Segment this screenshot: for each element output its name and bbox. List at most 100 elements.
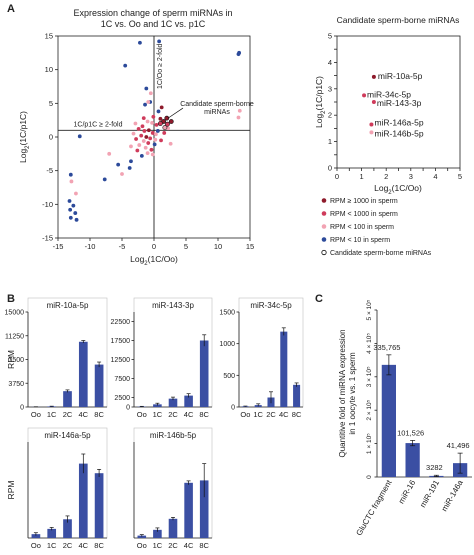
bar-mir143-x-tick-label: 4C [184, 410, 194, 419]
legend-label: RPM < 1000 in sperm [330, 211, 398, 218]
bar-mir146a-x-tick-label: 1C [47, 541, 57, 550]
legend-marker [321, 224, 327, 229]
bar-mir10a-bar [63, 391, 72, 407]
bar-mir146b-bar [199, 480, 209, 538]
bar-mir34c-bar [280, 331, 288, 407]
inset-x-tick-label: 3 [409, 172, 413, 181]
scatter-point [146, 128, 151, 133]
bar-mir10a-bar [94, 364, 104, 407]
panel-c-value-label: 3282 [426, 463, 443, 472]
scatter-point [120, 172, 124, 176]
bar-mir34c-x-tick-label: 1C [253, 410, 263, 419]
scatter-point [237, 108, 242, 113]
scatter-point [142, 129, 147, 133]
legend-label: RPM < 10 in sperm [330, 237, 390, 244]
scatter-point [168, 141, 173, 146]
panel-c-value-label: 41,496 [447, 441, 470, 450]
bar-mir143-bar [153, 404, 162, 407]
scatter-point [133, 121, 138, 126]
bar-mir10a-y-tick-label: 11250 [5, 333, 24, 340]
scatter-point [129, 159, 133, 164]
bar-mir143-bar [184, 395, 193, 407]
bar-mir10a-bar [78, 341, 88, 407]
panel-label-a: A [7, 3, 15, 15]
bar-mir10a-y-tick-label: 15000 [5, 310, 25, 317]
scatter-point [134, 137, 138, 141]
bar-mir34c-x-tick-label: 2C [266, 410, 276, 419]
scatter-point [141, 139, 146, 143]
scatter-point [149, 147, 154, 152]
scatter-point [73, 211, 78, 215]
y-tick-label: 10 [45, 65, 53, 74]
scatter-point [140, 124, 145, 129]
bar-mir146b-x-tick-label: 1C [153, 541, 163, 550]
scatter-point [151, 114, 156, 119]
scatter-point [71, 203, 76, 208]
candidate-point [165, 121, 170, 127]
y-tick-label: -5 [46, 166, 53, 175]
inset-point [369, 122, 374, 127]
bar-mir146b-title: miR-146b-5p [150, 431, 197, 440]
panel-c-x-tick-label: miR-146a [440, 478, 465, 513]
scatter-point [74, 217, 79, 222]
inset-y-tick-label: 4 [328, 58, 332, 67]
bar-mir146a-bar [94, 473, 104, 538]
annotation-oo-fold: 1C/Oo ≥ 2-fold [157, 43, 164, 89]
bar-mir146b-bar [153, 529, 162, 538]
scatter-point [148, 136, 153, 141]
inset-x-tick-label: 2 [384, 172, 388, 181]
scatter-point [68, 172, 73, 177]
panel-c-y-tick-label: 1 × 10⁵ [366, 433, 373, 454]
scatter-point [159, 138, 163, 143]
inset-point-label: miR-34c-5p [367, 89, 411, 99]
scatter-point [137, 143, 142, 147]
x-tick-label: 0 [152, 242, 156, 251]
bar-mir146b-bar [184, 482, 193, 538]
bar-mir143-y-tick-label: 12500 [111, 357, 131, 364]
annotation-p1c-fold: 1C/p1C ≥ 2-fold [74, 121, 123, 128]
candidate-point [162, 125, 168, 130]
scatter-point [153, 137, 158, 142]
scatter-point [139, 153, 144, 158]
panel-c-value-label: 101,526 [397, 428, 424, 437]
annotation-arrow [167, 107, 184, 119]
legend-marker [321, 237, 327, 242]
panel-c-bar [405, 443, 420, 477]
scatter-point [131, 131, 136, 136]
bar-mir34c-x-tick-label: Oo [240, 410, 250, 419]
scatter-point [68, 207, 73, 212]
scatter-point [156, 109, 161, 114]
bar-mir146b-x-tick-label: 4C [184, 541, 194, 550]
bar-mir143-y-tick-label: 7500 [114, 376, 130, 383]
bar-mir146a-x-tick-label: 4C [79, 541, 89, 550]
scatter-point [236, 115, 241, 120]
scatter-point [154, 132, 158, 137]
inset-y-tick-label: 0 [328, 164, 332, 173]
candidate-point [168, 119, 174, 124]
scatter-point [158, 116, 163, 121]
legend-marker [321, 198, 327, 203]
bar-mir146a-y-axis-label: RPM [6, 481, 16, 500]
bar-mir34c-bar [293, 384, 301, 407]
inset-point-label: miR-143-3p [377, 98, 422, 108]
bar-mir34c-x-tick-label: 4C [279, 410, 289, 419]
panel-c-y-tick-label: 2 × 10⁵ [366, 399, 373, 420]
scatter-point [146, 141, 151, 145]
scatter-point [150, 120, 154, 125]
scatter-x-axis-label: Log2(1C/Oo) [130, 254, 178, 267]
bar-mir34c-x-tick-label: 8C [292, 410, 302, 419]
bar-mir143-bar [168, 398, 178, 407]
bar-mir146a-x-tick-label: 8C [94, 541, 104, 550]
bar-mir143-y-tick-label: 0 [126, 405, 130, 412]
panel-c-y-axis-label-line2: in 1 oocyte vs. 1 sperm [348, 352, 357, 435]
bar-mir143-title: miR-143-3p [152, 301, 194, 310]
x-tick-label: -10 [85, 242, 96, 251]
scatter-point [146, 100, 151, 104]
legend-marker [321, 249, 327, 256]
bar-mir143-y-tick-label: 2500 [114, 395, 130, 402]
bar-mir10a-x-tick-label: Oo [31, 410, 41, 419]
bar-mir143-x-tick-label: Oo [137, 410, 147, 419]
legend-label: RPM < 100 in sperm [330, 224, 394, 231]
scatter-point [155, 129, 160, 133]
